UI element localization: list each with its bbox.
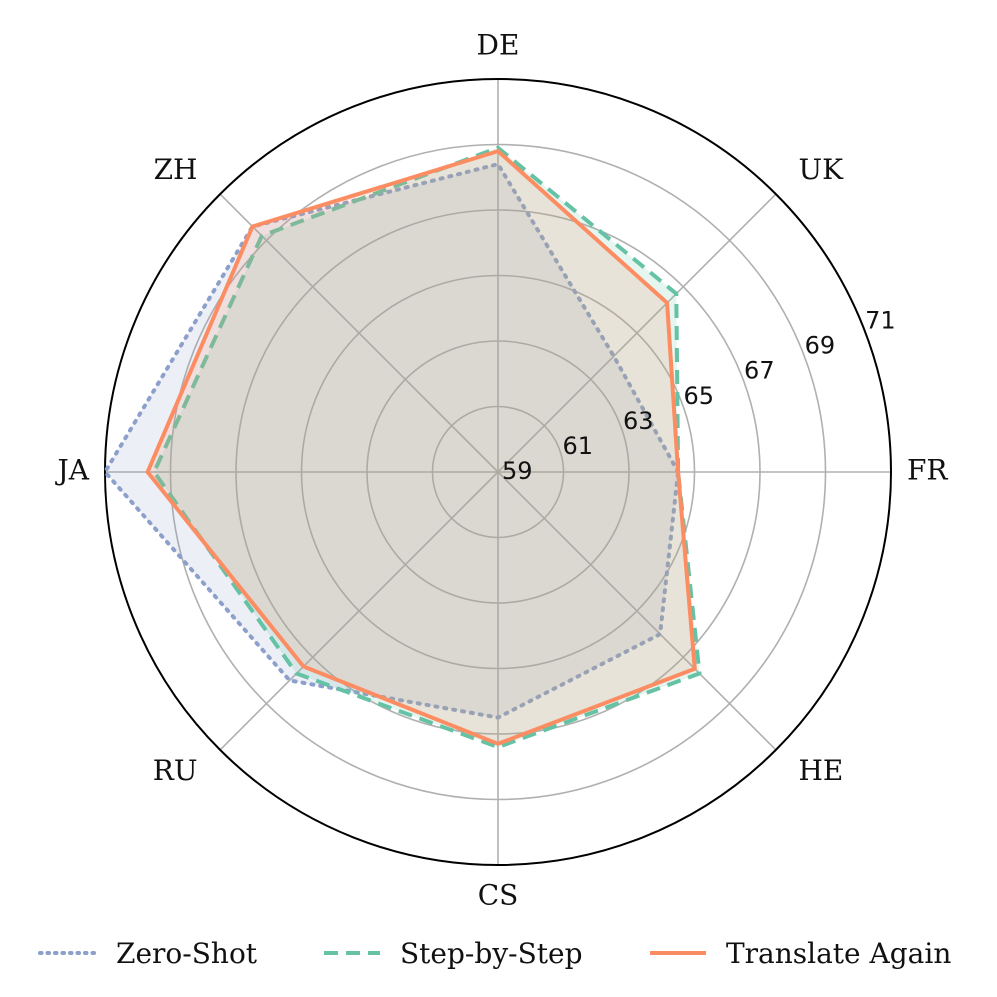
- legend-item-step-by-step: Step-by-Step: [322, 925, 583, 981]
- spoke-zh: [219, 193, 499, 473]
- category-label-de: DE: [477, 29, 520, 62]
- legend-label-step-by-step: Step-by-Step: [400, 936, 583, 970]
- category-label-cs: CS: [478, 879, 519, 912]
- series-line-zero-shot: [103, 162, 681, 720]
- legend-item-translate-again: Translate Again: [648, 925, 951, 981]
- legend-swatch-zero-shot: [38, 951, 98, 955]
- legend-swatch-step-by-step: [324, 951, 380, 955]
- category-label-zh: ZH: [154, 153, 198, 186]
- legend-swatch-translate-again: [650, 951, 706, 955]
- series-line-step-by-step: [152, 145, 702, 750]
- spoke-ru: [219, 471, 499, 751]
- series-layer: [103, 145, 702, 750]
- r-tick-label-59: 59: [502, 457, 533, 485]
- radar-chart: FR UK DE ZH JA RU CS HE 59 61 63 65 67 69 71: [55, 29, 949, 912]
- r-tick-label-63: 63: [623, 407, 654, 435]
- category-label-ru: RU: [153, 754, 198, 787]
- legend-label-zero-shot: Zero-Shot: [116, 936, 258, 970]
- series-fill-step-by-step: [154, 147, 700, 748]
- series-fill-zero-shot: [105, 164, 679, 718]
- spoke-he: [497, 471, 777, 751]
- category-label-he: HE: [799, 754, 844, 787]
- spoke-uk: [497, 193, 777, 473]
- r-tick-label-67: 67: [744, 357, 775, 385]
- series-fill-translate-again: [147, 151, 695, 744]
- r-tick-label-61: 61: [563, 432, 594, 460]
- legend-item-zero-shot: Zero-Shot: [38, 925, 257, 981]
- category-label-uk: UK: [799, 153, 845, 186]
- legend-label-translate-again: Translate Again: [726, 936, 952, 970]
- r-tick-label-69: 69: [805, 332, 836, 360]
- r-tick-label-65: 65: [684, 382, 715, 410]
- category-label-ja: JA: [55, 454, 90, 487]
- r-tick-label-71: 71: [865, 307, 896, 335]
- category-label-fr: FR: [907, 454, 948, 487]
- series-line-translate-again: [145, 149, 697, 746]
- label-layer: FR UK DE ZH JA RU CS HE 59 61 63 65 67 69 71: [55, 29, 949, 912]
- legend: Zero-Shot Step-by-Step Translate Again: [0, 925, 997, 981]
